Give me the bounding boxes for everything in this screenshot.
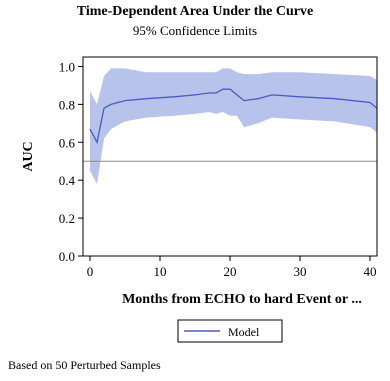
x-tick-label: 10 bbox=[154, 264, 167, 279]
y-tick-label: 0.4 bbox=[59, 173, 76, 188]
confidence-band bbox=[90, 68, 377, 184]
x-tick-label: 0 bbox=[87, 264, 94, 279]
legend-box bbox=[177, 319, 283, 343]
series-line-model bbox=[89, 88, 378, 145]
y-axis-label: AUC bbox=[21, 141, 36, 171]
x-axis-label: Months from ECHO to hard Event or ... bbox=[122, 292, 362, 307]
y-tick-label: 0.0 bbox=[59, 249, 75, 264]
legend-label-model: Model bbox=[228, 325, 260, 339]
footnote: Based on 50 Perturbed Samples bbox=[8, 358, 161, 372]
x-tick-label: 20 bbox=[224, 264, 237, 279]
chart-subtitle: 95% Confidence Limits bbox=[132, 23, 258, 38]
y-tick-label: 0.6 bbox=[59, 135, 76, 150]
y-tick-label: 0.8 bbox=[59, 97, 75, 112]
y-tick-label: 1.0 bbox=[59, 59, 75, 74]
y-tick-label: 0.2 bbox=[59, 211, 75, 226]
chart-title: Time-Dependent Area Under the Curve bbox=[76, 4, 314, 19]
x-tick-label: 30 bbox=[294, 264, 307, 279]
x-tick-label: 40 bbox=[364, 264, 377, 279]
